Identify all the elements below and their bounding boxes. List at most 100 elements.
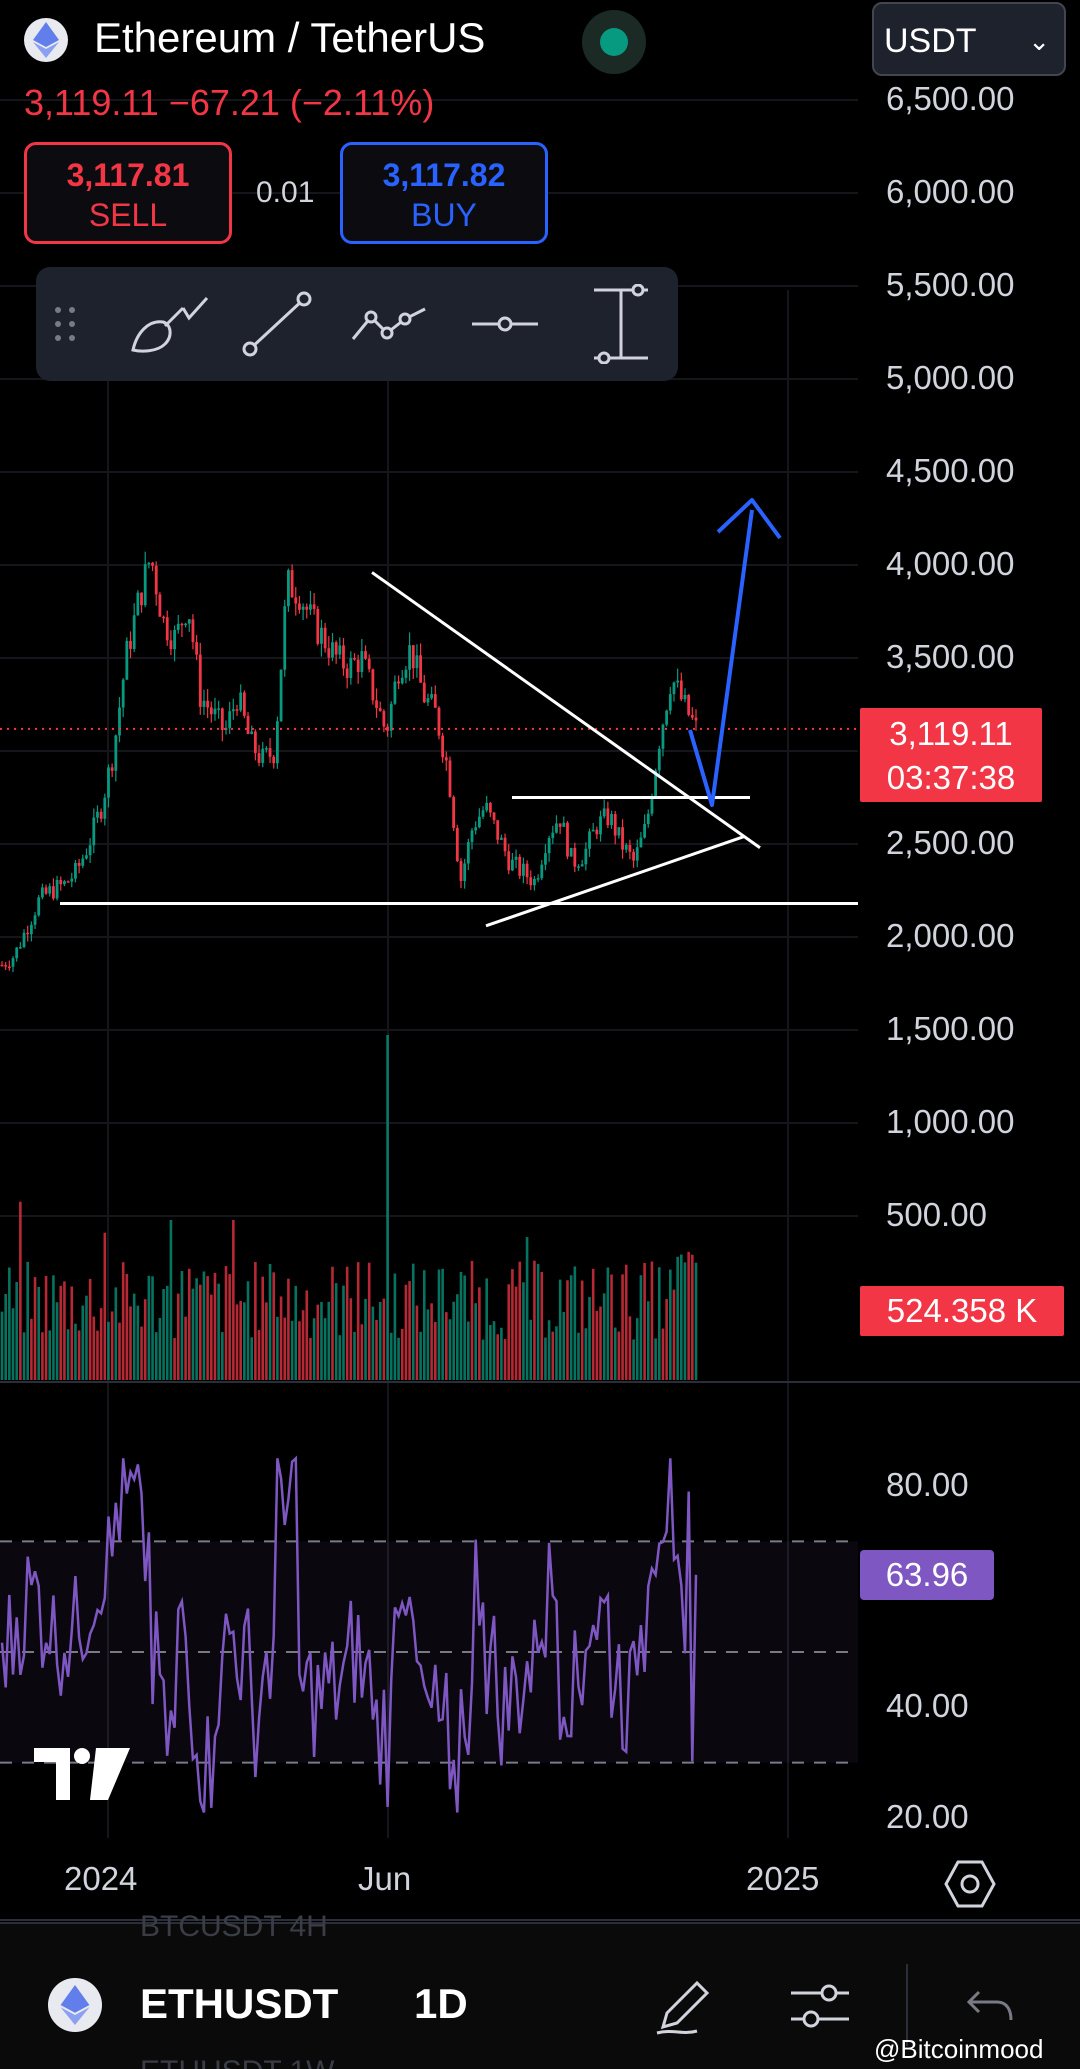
volume-bar	[92, 1316, 96, 1380]
candle-body	[70, 878, 74, 882]
trend-line-icon[interactable]	[232, 287, 322, 361]
volume-bar	[349, 1298, 353, 1380]
candle-body	[422, 682, 426, 703]
candle-body	[595, 829, 599, 835]
candle-body	[356, 659, 360, 673]
candle-body	[342, 645, 345, 669]
candle-body	[382, 711, 386, 727]
candle-body	[643, 824, 646, 838]
candle-body	[628, 844, 632, 852]
last-price-value: 3,119.11	[889, 715, 1013, 752]
measure-icon[interactable]	[576, 284, 666, 364]
candle-body	[129, 640, 132, 649]
candle-body	[246, 715, 250, 735]
pencil-icon[interactable]	[646, 1968, 722, 2044]
market-status-icon[interactable]	[582, 10, 646, 74]
volume-bar	[213, 1272, 217, 1380]
candle-body	[654, 770, 658, 798]
candle-body	[514, 856, 518, 860]
candle-body	[169, 640, 173, 650]
candle-body	[488, 802, 492, 813]
chart-settings-icon[interactable]	[944, 1858, 996, 1910]
volume-bar	[143, 1299, 147, 1380]
volume-bar	[577, 1332, 580, 1380]
volume-bar	[235, 1304, 239, 1380]
volume-bar	[441, 1268, 444, 1380]
volume-bar	[118, 1322, 121, 1380]
ethereum-logo-icon	[24, 18, 68, 62]
volume-bar	[22, 1332, 26, 1380]
volume-bar	[665, 1299, 668, 1380]
candle-body	[455, 827, 459, 862]
volume-bar	[81, 1305, 85, 1380]
symbol-selector[interactable]: ETHUSDT	[140, 1980, 339, 2027]
volume-bar	[309, 1337, 312, 1380]
candle-body	[118, 707, 121, 736]
volume-bar	[562, 1311, 566, 1380]
rsi-line	[0, 1455, 698, 1813]
candle-body	[96, 811, 99, 818]
candle-body	[632, 851, 635, 861]
undo-icon[interactable]	[952, 1968, 1028, 2044]
currency-select[interactable]: USDT ⌄	[872, 2, 1066, 76]
volume-bar	[180, 1271, 184, 1380]
polyline-icon[interactable]	[344, 287, 434, 361]
candle-body	[309, 604, 312, 610]
toolbar-divider	[906, 1964, 908, 2046]
volume-bar	[33, 1277, 37, 1380]
candle-body	[433, 694, 437, 708]
currency-select-value: USDT	[884, 22, 977, 60]
volume-bar	[254, 1262, 257, 1380]
volume-bar	[298, 1321, 301, 1380]
candle-body	[261, 748, 265, 763]
volume-bar	[30, 1318, 33, 1380]
volume-bar	[375, 1320, 378, 1380]
candle-body	[635, 847, 639, 861]
volume-bar	[397, 1337, 400, 1380]
indicator-settings-icon[interactable]	[782, 1968, 858, 2044]
volume-bar	[85, 1295, 88, 1380]
horizontal-ray-icon[interactable]	[460, 287, 550, 361]
volume-bar	[544, 1337, 547, 1380]
price-axis-label: 5,500.00	[886, 266, 1015, 303]
candle-body	[209, 707, 213, 715]
candle-body	[187, 619, 191, 624]
volume-bar	[96, 1330, 99, 1380]
volume-bar	[433, 1321, 437, 1380]
volume-bar	[136, 1305, 140, 1380]
buy-button[interactable]: 3,117.82 BUY	[340, 142, 548, 244]
symbol-title[interactable]: Ethereum / TetherUS	[94, 14, 486, 61]
volume-bar	[276, 1316, 279, 1380]
volume-bar	[485, 1278, 488, 1380]
drag-handle-icon[interactable]	[40, 287, 90, 361]
candle-body	[158, 594, 162, 617]
volume-bar	[0, 1311, 4, 1380]
chevron-down-icon: ⌄	[1028, 26, 1050, 56]
volume-bar	[158, 1317, 162, 1380]
candle-body	[349, 658, 353, 679]
volume-bar	[129, 1306, 132, 1380]
candle-body	[191, 619, 195, 643]
ghost-symbol-below: ETHUSDT 1W	[140, 2055, 334, 2069]
volume-bar	[437, 1269, 441, 1380]
sell-button[interactable]: 3,117.81 SELL	[24, 142, 232, 244]
candle-body	[430, 694, 434, 699]
volume-bar	[184, 1316, 187, 1380]
candle-body	[29, 924, 33, 935]
brush-icon[interactable]	[124, 287, 214, 361]
volume-bar	[110, 1311, 114, 1380]
volume-bar	[74, 1323, 77, 1380]
candle-body	[496, 820, 500, 840]
candle-body	[298, 603, 301, 610]
volume-bar	[15, 1281, 18, 1380]
volume-bar	[687, 1251, 690, 1380]
volume-bar	[624, 1264, 628, 1380]
volume-bar	[613, 1327, 617, 1380]
time-label-2025: 2025	[746, 1860, 820, 1897]
volume-bar	[525, 1237, 529, 1380]
interval-selector[interactable]: 1D	[414, 1980, 468, 2027]
candle-body	[522, 863, 525, 876]
candle-body	[345, 668, 349, 679]
volume-bar	[646, 1301, 650, 1380]
